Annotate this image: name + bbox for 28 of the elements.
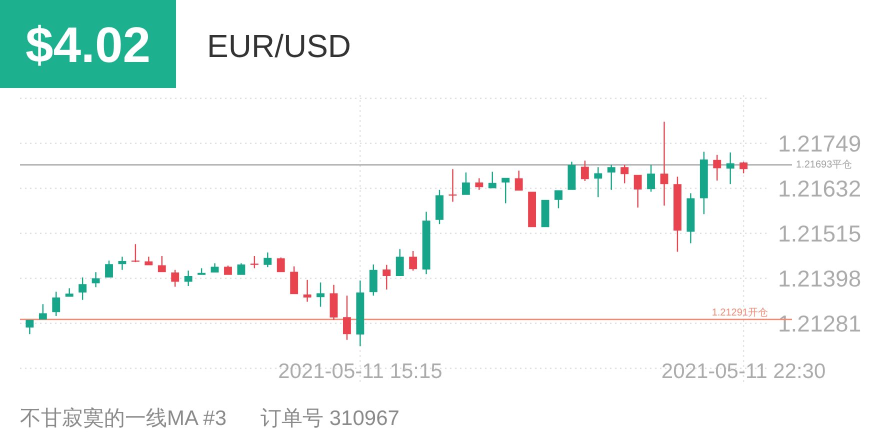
chart-title: EUR/USD [207, 28, 352, 64]
ref-line-label: 1.21693平仓 [796, 158, 852, 170]
candlestick [475, 178, 484, 190]
ref-line-label: 1.21291开仓 [712, 306, 768, 318]
y-tick-label: 1.21515 [778, 220, 862, 246]
y-tick-label: 1.21281 [778, 310, 862, 336]
candlestick [448, 169, 457, 202]
y-tick-label: 1.21749 [778, 130, 862, 156]
candlestick [660, 122, 668, 206]
candlestick [184, 270, 192, 286]
candlestick [303, 280, 312, 302]
candlestick [92, 272, 100, 288]
x-tick-label: 2021-05-11 15:15 [278, 360, 442, 383]
candlestick [65, 288, 74, 297]
candlestick [250, 256, 258, 268]
candlestick [131, 244, 140, 262]
candlestick [356, 280, 364, 346]
candlestick [634, 174, 642, 208]
text: 订单号 310967 [260, 406, 400, 432]
candlestick [686, 193, 695, 244]
candlestick [554, 190, 562, 208]
candlestick [118, 256, 126, 270]
text: 不甘寂寞的一线MA #3 [20, 406, 227, 432]
y-tick-label: 1.21632 [778, 175, 862, 202]
x-tick-label: 2021-05-11 22:30 [661, 360, 826, 383]
y-tick-label: 1.21398 [778, 265, 862, 292]
candlestick [726, 152, 734, 184]
chart-subtitle: $4.02 [25, 17, 151, 73]
